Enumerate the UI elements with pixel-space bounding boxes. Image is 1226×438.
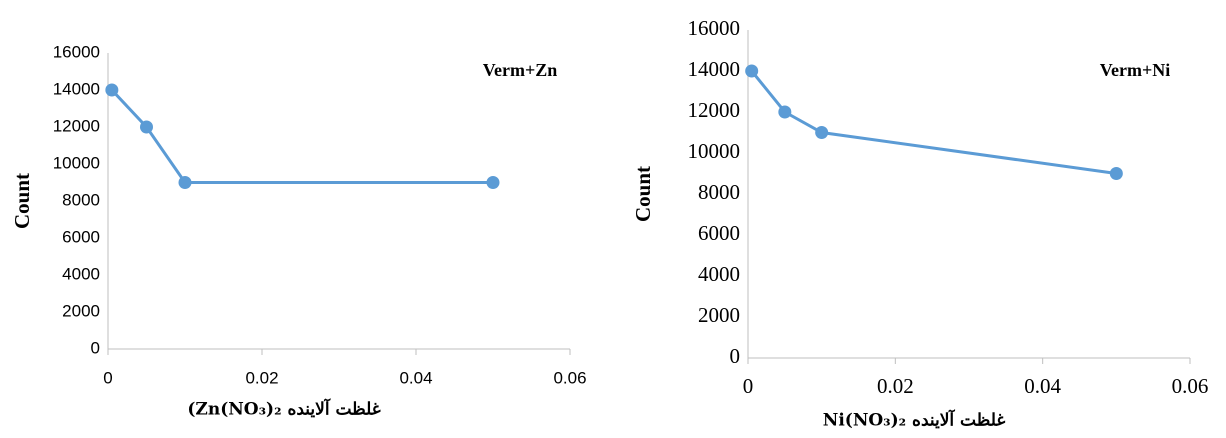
data-point	[778, 105, 792, 119]
x-tick-label: 0.06	[1172, 374, 1209, 398]
y-tick-label: 12000	[688, 98, 741, 122]
y-axis-label: Count	[631, 166, 655, 222]
data-point	[178, 176, 192, 189]
y-tick-label: 0	[91, 338, 100, 357]
x-tick-label: 0.04	[399, 368, 432, 387]
x-axis-label: (Zn(NO₃)₂ غلظت آلاینده	[187, 398, 380, 420]
data-point	[745, 64, 759, 78]
series-line	[750, 70, 1117, 175]
x-tick-label: 0.02	[245, 368, 278, 387]
y-tick-label: 6000	[698, 221, 740, 245]
data-point	[815, 126, 829, 139]
y-axis-label: Count	[10, 173, 34, 229]
chart-title: Verm+Zn	[483, 60, 558, 80]
y-tick-label: 2000	[698, 303, 740, 327]
y-tick-label: 14000	[53, 79, 100, 98]
x-tick-label: 0.06	[553, 368, 586, 387]
y-tick-label: 10000	[688, 139, 741, 163]
y-tick-label: 10000	[53, 153, 100, 172]
y-tick-label: 4000	[62, 264, 100, 283]
y-tick-label: 14000	[688, 57, 741, 81]
chart-title: Verm+Ni	[1100, 60, 1171, 80]
y-tick-label: 6000	[62, 227, 100, 246]
y-tick-label: 2000	[62, 301, 100, 320]
data-point	[140, 120, 153, 134]
y-tick-label: 4000	[698, 262, 740, 286]
x-tick-label: 0	[743, 374, 754, 398]
y-tick-label: 8000	[698, 180, 740, 204]
x-tick-label: 0	[103, 368, 112, 387]
data-point	[486, 176, 500, 189]
y-tick-label: 12000	[53, 116, 100, 135]
x-tick-label: 0.02	[877, 374, 914, 398]
data-point	[1109, 167, 1123, 180]
y-tick-label: 0	[730, 344, 741, 368]
data-point	[105, 83, 119, 97]
y-tick-label: 16000	[688, 16, 741, 40]
x-tick-label: 0.04	[1024, 374, 1061, 398]
series-line	[110, 88, 493, 184]
y-tick-label: 8000	[62, 190, 100, 209]
x-axis-label: Ni(NO₃)₂ غلظت آلاینده	[823, 409, 1006, 431]
y-tick-label: 16000	[53, 42, 100, 61]
